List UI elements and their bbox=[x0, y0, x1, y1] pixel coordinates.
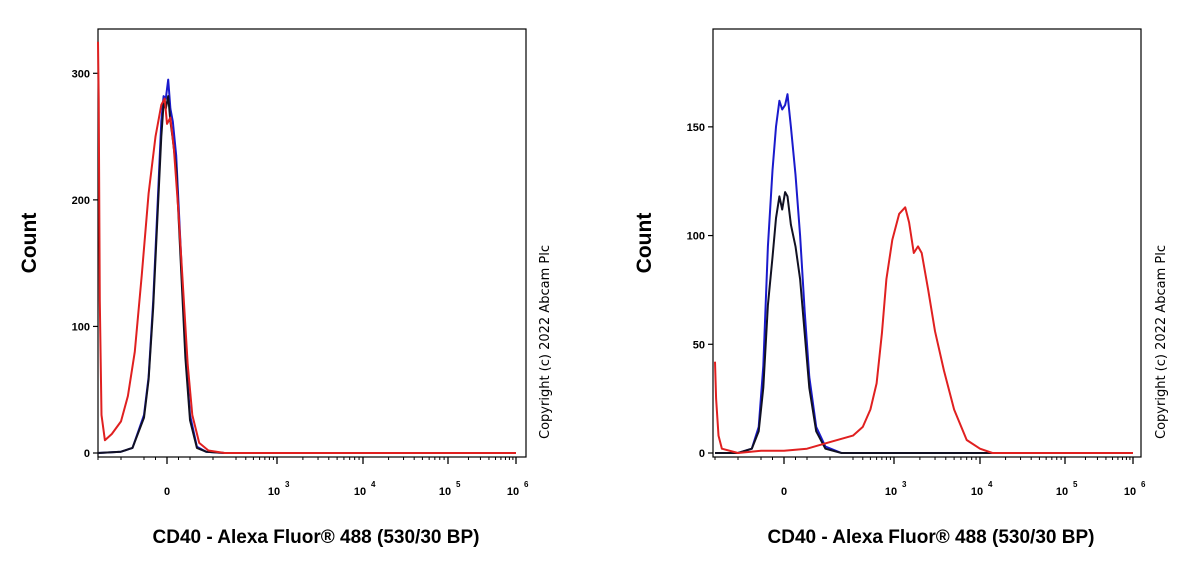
x-tick-exponent: 6 bbox=[1141, 480, 1146, 489]
x-tick-label: 10 bbox=[971, 486, 983, 498]
series-line-2 bbox=[715, 191, 1133, 454]
x-tick-label: 10 bbox=[1124, 486, 1136, 498]
x-tick-exponent: 5 bbox=[1073, 480, 1078, 489]
histogram-panel-left: 0 100 200 300 0 10 3 10 4 10 5 10 6 Count CD40 - Al… bbox=[18, 28, 553, 548]
y-axis-label: Count bbox=[18, 213, 41, 274]
y-tick-label: 0 bbox=[84, 448, 90, 460]
plot-frame bbox=[97, 28, 527, 458]
x-axis-label: CD40 - Alexa Fluor® 488 (530/30 BP) bbox=[768, 527, 1095, 548]
x-tick-exponent: 4 bbox=[988, 480, 993, 489]
copyright-text: Copyright (c) 2022 Abcam Plc bbox=[1154, 245, 1169, 439]
series-line-3 bbox=[714, 206, 1133, 454]
plot-frame bbox=[712, 28, 1142, 458]
x-tick-label: 10 bbox=[354, 486, 366, 498]
y-axis: 0 100 200 300 bbox=[72, 68, 98, 460]
series-line-1 bbox=[715, 93, 1133, 454]
series-line-3 bbox=[97, 41, 516, 454]
x-tick-label: 10 bbox=[268, 486, 280, 498]
y-axis-label: Count bbox=[633, 213, 656, 274]
x-tick-label: 10 bbox=[439, 486, 451, 498]
x-tick-exponent: 4 bbox=[371, 480, 376, 489]
y-tick-label: 150 bbox=[687, 122, 705, 134]
x-tick-label: 0 bbox=[164, 486, 170, 498]
y-tick-label: 200 bbox=[72, 195, 90, 207]
x-axis-label: CD40 - Alexa Fluor® 488 (530/30 BP) bbox=[153, 527, 480, 548]
x-tick-exponent: 3 bbox=[902, 480, 907, 489]
x-tick-exponent: 3 bbox=[285, 480, 290, 489]
series-group bbox=[97, 41, 516, 454]
y-axis: 0 50 100 150 bbox=[687, 122, 713, 460]
x-axis: 0 10 3 10 4 10 5 10 6 bbox=[97, 457, 529, 498]
copyright-text: Copyright (c) 2022 Abcam Plc bbox=[538, 245, 553, 439]
x-tick-exponent: 5 bbox=[456, 480, 461, 489]
x-tick-label: 10 bbox=[885, 486, 897, 498]
y-tick-label: 300 bbox=[72, 68, 90, 80]
y-tick-label: 100 bbox=[72, 321, 90, 333]
x-axis: 0 10 3 10 4 10 5 10 6 bbox=[714, 457, 1146, 498]
histogram-panel-right: 0 50 100 150 0 10 3 10 4 10 5 10 6 Count CD40 - Ale… bbox=[633, 28, 1169, 548]
y-tick-label: 50 bbox=[693, 339, 705, 351]
y-tick-label: 100 bbox=[687, 231, 705, 243]
x-tick-exponent: 6 bbox=[524, 480, 529, 489]
x-tick-label: 0 bbox=[781, 486, 787, 498]
series-group bbox=[714, 93, 1133, 454]
series-line-2 bbox=[97, 95, 516, 454]
x-tick-label: 10 bbox=[507, 486, 519, 498]
y-tick-label: 0 bbox=[699, 448, 705, 460]
x-tick-label: 10 bbox=[1056, 486, 1068, 498]
